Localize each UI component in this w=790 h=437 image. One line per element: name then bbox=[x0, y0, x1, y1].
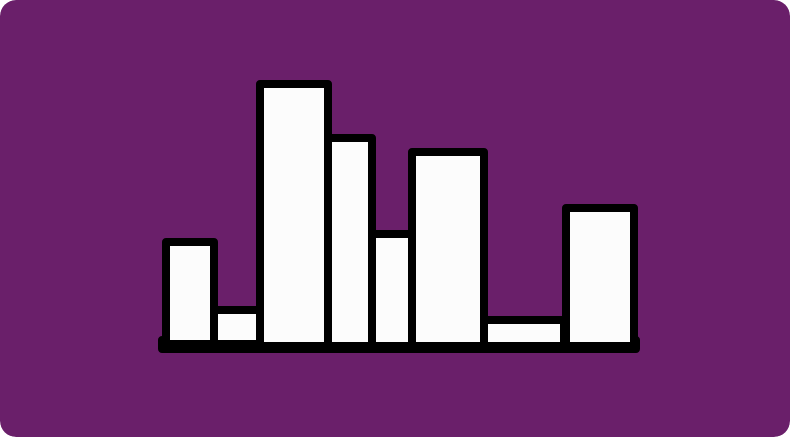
icon-bar bbox=[256, 80, 332, 350]
icon-bar bbox=[480, 316, 568, 350]
icon-bar bbox=[162, 238, 218, 348]
icon-bar bbox=[210, 306, 264, 348]
icon-bar bbox=[408, 148, 488, 350]
icon-bar bbox=[562, 204, 638, 350]
icon-bar bbox=[368, 230, 416, 350]
icon-bar bbox=[324, 134, 376, 350]
